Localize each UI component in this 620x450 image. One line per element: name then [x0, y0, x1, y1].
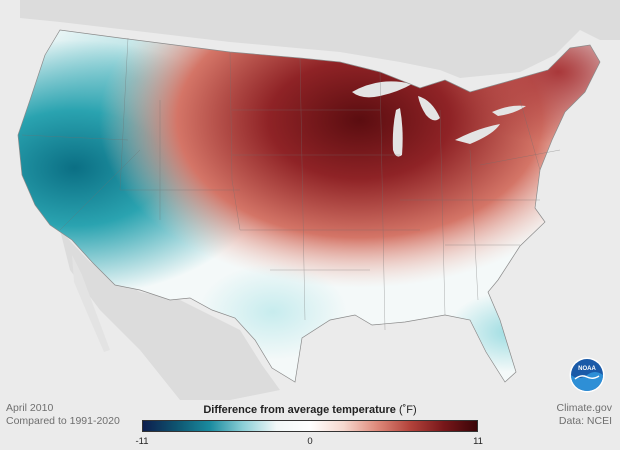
legend-max-label: 11 — [473, 436, 483, 447]
caption-right: Climate.gov Data: NCEI — [557, 402, 612, 428]
caption-left: April 2010 Compared to 1991-2020 — [6, 402, 120, 428]
legend-title: Difference from average temperature (˚F) — [142, 404, 478, 416]
mexico-land — [60, 230, 280, 400]
canada-land — [20, 0, 620, 78]
us-outline — [17, 29, 601, 383]
baja-peninsula — [72, 255, 110, 352]
noaa-logo-text: NOAA — [578, 366, 596, 372]
data-credit-label: Data: NCEI — [558, 415, 612, 427]
state-borders — [21, 37, 561, 331]
noaa-emblem-icon: NOAA — [569, 357, 605, 393]
legend-unit: (˚F) — [398, 404, 417, 416]
source-label: Climate.gov — [556, 402, 612, 414]
temperature-anomaly-map — [17, 0, 620, 400]
period-label: April 2010 — [6, 402, 54, 414]
great-lakes — [352, 81, 526, 157]
baseline-label: Compared to 1991-2020 — [6, 415, 120, 427]
legend-mid-label: 0 — [307, 436, 313, 447]
legend-color-bar — [142, 420, 478, 432]
legend-min-label: -11 — [135, 436, 149, 447]
legend-title-text: Difference from average temperature — [203, 404, 396, 416]
